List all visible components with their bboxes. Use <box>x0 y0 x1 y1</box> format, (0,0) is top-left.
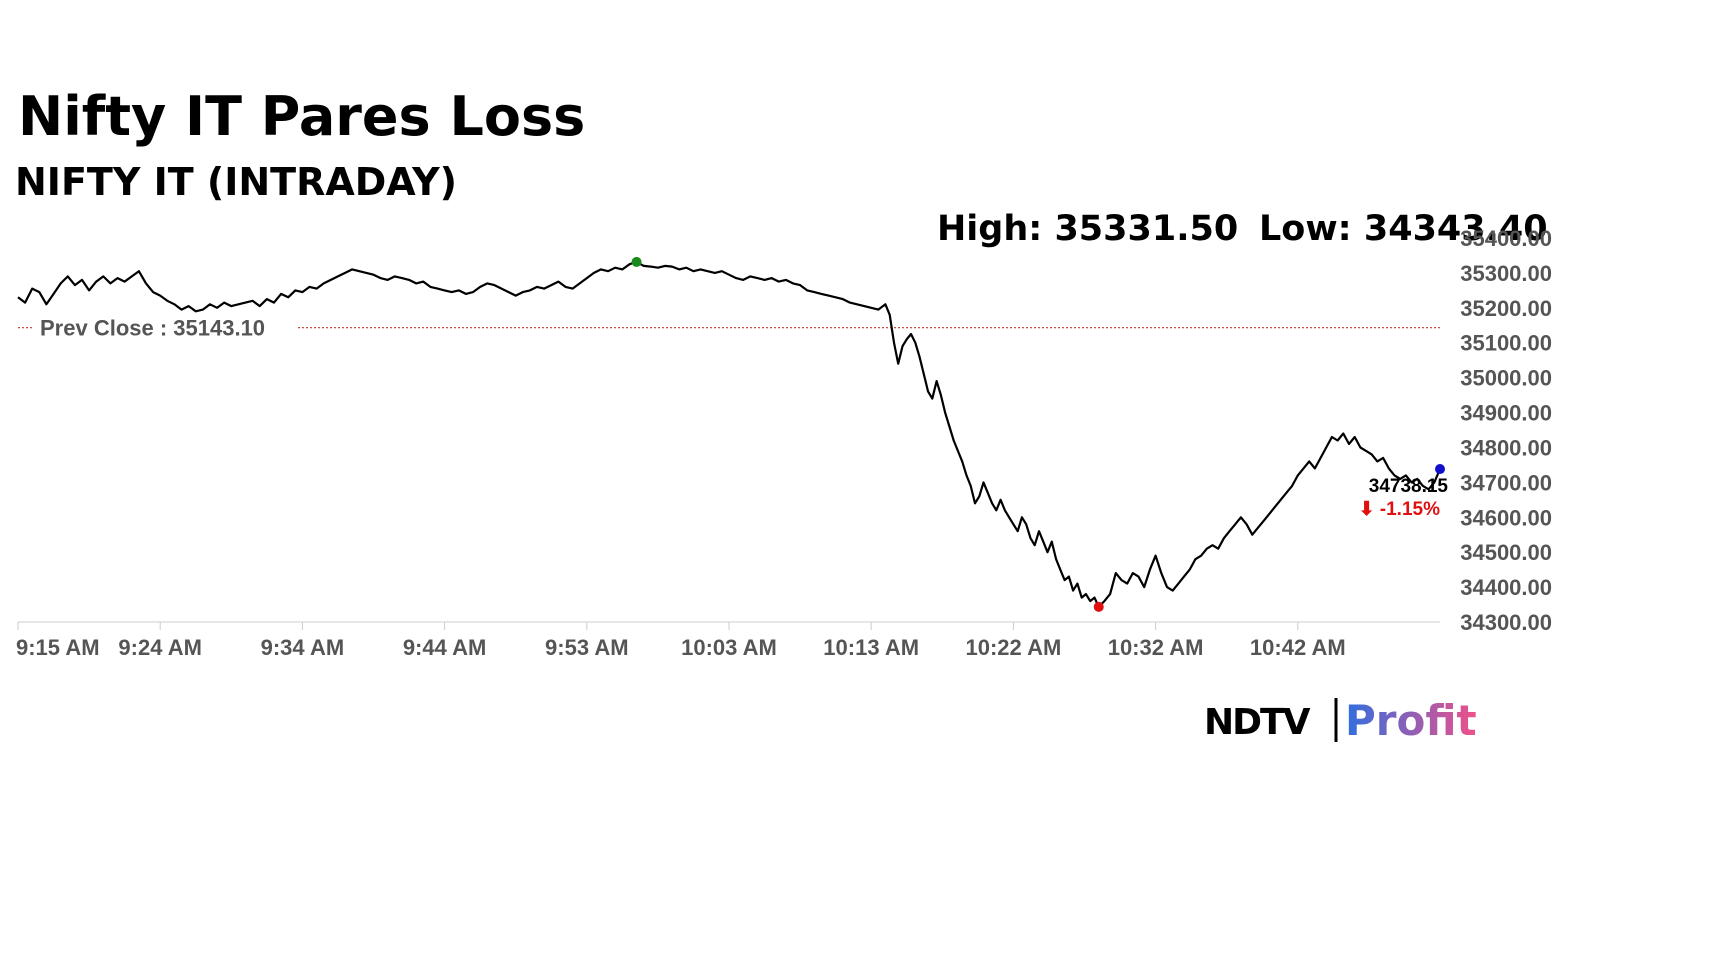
y-axis: 34300.00 34400.00 34500.00 34600.00 34700.00… <box>1460 226 1552 635</box>
y-tick-label: 34800.00 <box>1460 435 1552 460</box>
y-tick-label: 35000.00 <box>1460 366 1552 391</box>
logo-brand: NDTV <box>1204 702 1311 743</box>
chart-title: Nifty IT Pares Loss <box>18 85 585 148</box>
x-tick-label: 10:32 AM <box>1108 635 1204 660</box>
series-line <box>17 260 1442 608</box>
x-tick-label: 9:34 AM <box>261 635 345 660</box>
low-label: Low: 34343.40 <box>1259 209 1548 249</box>
logo-sub: Profit <box>1345 696 1477 745</box>
high-label: High: 35331.50 <box>937 209 1238 249</box>
prev-close-label: Prev Close : 35143.10 <box>40 316 265 341</box>
x-tick-label: 10:03 AM <box>681 635 777 660</box>
y-tick-label: 35300.00 <box>1460 261 1552 286</box>
x-tick-label: 10:42 AM <box>1250 635 1346 660</box>
prev-close-label-bg <box>34 315 296 340</box>
high-marker <box>631 256 642 267</box>
change-label: ⬇ -1.15% <box>1359 499 1441 520</box>
y-tick-label: 35200.00 <box>1460 296 1552 321</box>
ndtv-profit-logo: NDTV Profit <box>1204 696 1477 745</box>
x-tick-label: 9:24 AM <box>118 635 202 660</box>
x-tick-label: 9:15 AM <box>16 635 100 660</box>
y-tick-label: 34300.00 <box>1460 610 1552 635</box>
y-tick-label: 35100.00 <box>1460 331 1552 356</box>
last-marker <box>1435 464 1445 475</box>
x-tick-label: 9:53 AM <box>545 635 629 660</box>
x-tick-label: 10:13 AM <box>823 635 919 660</box>
x-tick-label: 10:22 AM <box>966 635 1062 660</box>
y-tick-label: 34900.00 <box>1460 401 1552 426</box>
y-tick-label: 34400.00 <box>1460 575 1552 600</box>
y-tick-label: 34600.00 <box>1460 505 1552 530</box>
y-tick-label: 34700.00 <box>1460 470 1552 495</box>
x-axis: 9:15 AM 9:24 AM 9:34 AM 9:44 AM 9:53 AM 10:03… <box>16 622 1346 660</box>
chart-subtitle: NIFTY IT (INTRADAY) <box>15 160 457 204</box>
y-tick-label: 34500.00 <box>1460 540 1552 565</box>
y-tick-label: 35400.00 <box>1460 226 1552 251</box>
last-value-label: 34738.15 <box>1369 476 1449 497</box>
x-tick-label: 9:44 AM <box>403 635 487 660</box>
low-marker <box>1093 601 1104 612</box>
